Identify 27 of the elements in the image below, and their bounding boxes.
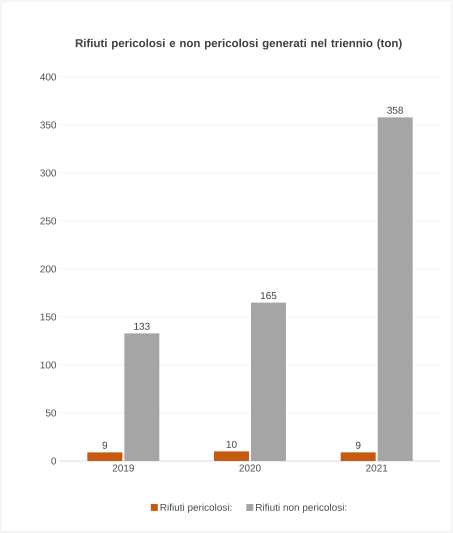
x-tick-label: 2020 [239,464,261,472]
y-tick-label: 200 [40,265,56,273]
y-tick-label: 400 [40,73,56,81]
y-tick-label: 100 [40,361,56,369]
y-tick-label: 250 [40,217,56,225]
bar [124,333,160,461]
chart-title: Rifiuti pericolosi e non pericolosi generati nel triennio (ton) [76,38,402,50]
legend-label: Rifiuti pericolosi: [160,504,232,513]
x-tick-label: 2021 [366,464,388,472]
data-label: 133 [134,322,150,330]
y-tick-label: 350 [40,121,56,129]
bar [340,452,376,461]
bar [214,451,250,461]
legend-label: Rifiuti non pericolosi: [256,504,346,513]
data-label: 165 [260,292,276,300]
bar [378,117,413,461]
y-tick-label: 150 [40,313,56,321]
data-label: 10 [226,440,237,448]
data-label: 9 [102,442,108,449]
data-label: 358 [387,106,404,114]
y-tick-label: 50 [46,409,56,417]
bar [87,452,122,461]
data-label: 9 [356,442,360,449]
y-tick-label: 300 [40,169,56,177]
y-tick-label: 0 [51,457,56,465]
x-tick-label: 2019 [112,464,134,472]
bar [251,302,286,461]
